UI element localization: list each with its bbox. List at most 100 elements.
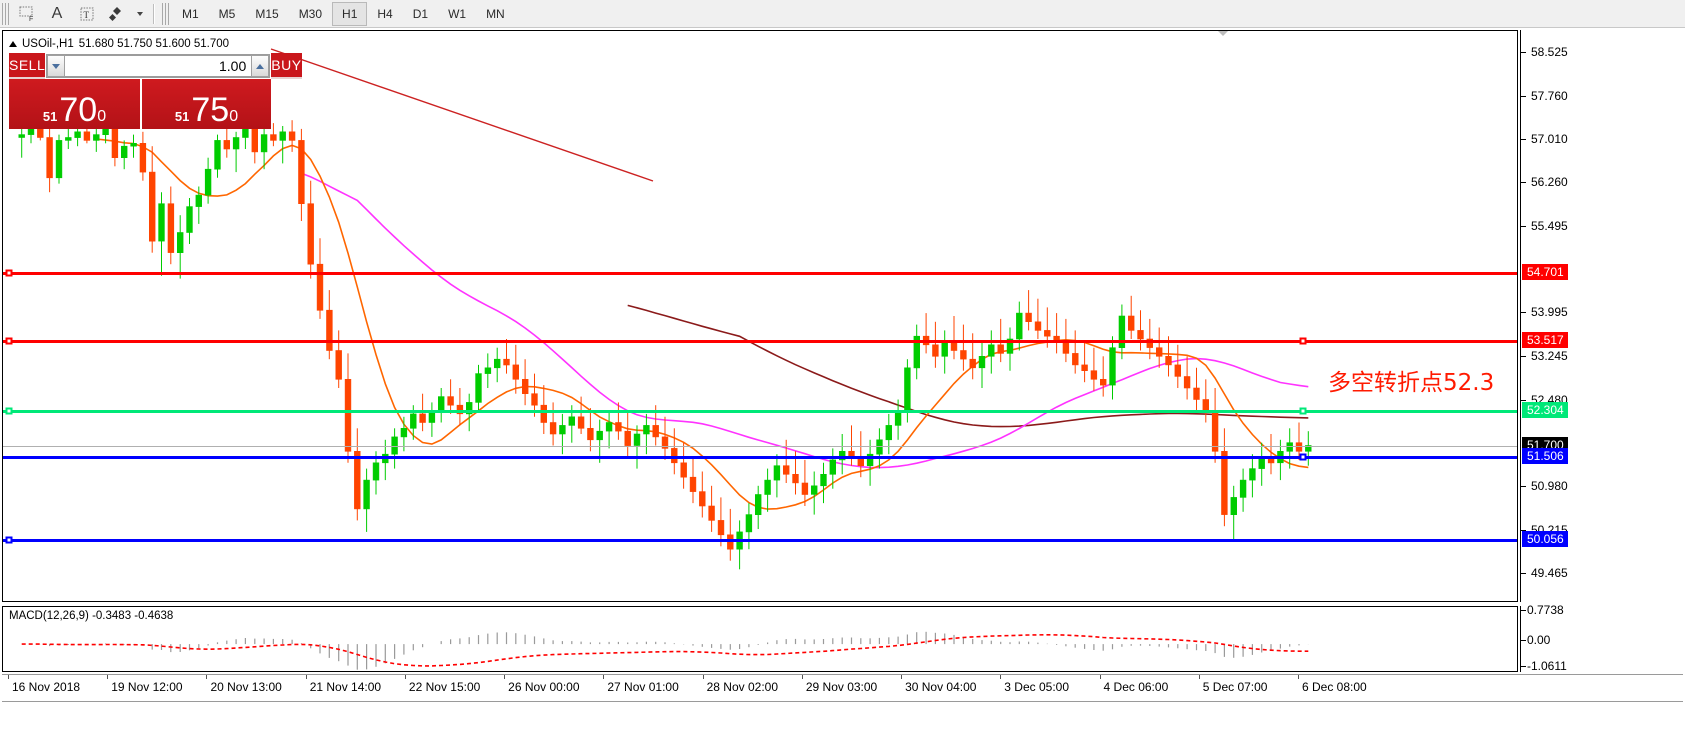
volume-increment-button[interactable] (251, 55, 270, 77)
candlestick-plot (18, 48, 1312, 570)
time-tick-label: 30 Nov 04:00 (905, 680, 977, 694)
macd-tick-label: 0.7738 (1527, 603, 1564, 617)
price-level-anchor[interactable] (5, 536, 13, 544)
price-tick-mark (1521, 51, 1526, 53)
timeframe-button-h4[interactable]: H4 (377, 6, 393, 21)
price-tick-mark (1521, 486, 1526, 487)
buy-button[interactable]: BUY (271, 53, 302, 79)
svg-text:F: F (29, 16, 33, 22)
timeframe-button-m15[interactable]: M15 (255, 6, 279, 21)
price-level-anchor[interactable] (5, 337, 13, 345)
sell-button[interactable]: SELL (9, 53, 46, 79)
price-level-line[interactable] (3, 539, 1517, 543)
chart-toolbar: F A T M1 M5 M15 M30 H1 H4 D1 W1 MN (0, 0, 1685, 28)
price-level-label: 53.517 (1522, 331, 1568, 348)
shapes-dropdown-icon[interactable] (132, 2, 148, 26)
timeframe-button-d1[interactable]: D1 (412, 6, 429, 21)
price-tick-mark (1521, 95, 1526, 97)
symbol-ohlc: 51.680 51.750 51.600 51.700 (78, 38, 230, 50)
time-tick-label: 28 Nov 02:00 (706, 680, 778, 694)
chart-area: USOil-,H1 51.680 51.750 51.600 51.700 多空… (0, 28, 1685, 750)
time-tick-mark (504, 675, 506, 679)
triangle-down-icon (52, 63, 61, 69)
price-level-line[interactable] (3, 445, 1517, 447)
time-tick-mark (8, 675, 9, 679)
price-level-line[interactable] (3, 271, 1517, 275)
price-level-anchor[interactable] (5, 407, 13, 415)
price-tick-label: 55.495 (1531, 219, 1568, 234)
volume-decrement-button[interactable] (47, 55, 66, 77)
one-click-trading-panel[interactable]: SELL BUY 51 70 0 51 (9, 53, 302, 129)
time-tick-mark (603, 675, 605, 679)
price-tick-label: 56.260 (1531, 175, 1568, 189)
volume-input[interactable] (65, 55, 252, 77)
text-label-icon[interactable]: A (51, 4, 63, 22)
timeframe-button-m1[interactable]: M1 (182, 6, 199, 21)
time-tick-mark (107, 675, 109, 679)
time-tick-label: 16 Nov 2018 (12, 680, 81, 694)
chart-annotation-text: 多空转折点52.3 (1328, 369, 1495, 396)
text-box-icon[interactable]: T (72, 2, 102, 26)
price-tick-label: 57.010 (1531, 131, 1568, 146)
price-tick-label: 50.980 (1531, 479, 1568, 493)
price-level-label: 54.701 (1522, 263, 1568, 280)
buy-price-big: 75 (191, 91, 230, 129)
time-tick-mark (206, 675, 208, 679)
sell-price-big: 70 (59, 91, 98, 129)
price-level-anchor[interactable] (1299, 407, 1307, 415)
symbol-name: USOil-,H1 (22, 38, 74, 50)
price-level-anchor[interactable] (1299, 337, 1307, 345)
timeframe-button-m30[interactable]: M30 (298, 6, 323, 21)
price-level-line[interactable] (3, 455, 1517, 459)
sell-price-button[interactable]: 51 70 0 (9, 79, 140, 129)
buy-price-prefix: 51 (174, 109, 190, 124)
toolbar-separator (153, 3, 155, 24)
trade-panel-header: SELL BUY (9, 53, 302, 79)
time-tick-mark (1298, 675, 1299, 679)
time-tick-label: 4 Dec 06:00 (1103, 680, 1169, 694)
price-level-line[interactable] (3, 409, 1517, 413)
price-tick-mark (1521, 312, 1526, 314)
time-axis[interactable]: 16 Nov 2018 19 Nov 12:00 20 Nov 13:00 21 No… (2, 674, 1683, 702)
time-tick-label: 29 Nov 03:00 (805, 680, 878, 694)
symbol-info-bar: USOil-,H1 51.680 51.750 51.600 51.700 (9, 37, 229, 51)
crosshair-f-icon[interactable]: F (12, 2, 42, 26)
time-tick-mark (801, 675, 803, 679)
timeframe-button-h1[interactable]: H1 (332, 1, 368, 26)
time-tick-mark (702, 675, 704, 679)
price-axis[interactable]: 58.525 57.760 57.010 56.260 55.495 53.995 53.2… (1520, 30, 1683, 602)
macd-plot (21, 631, 1309, 670)
price-level-anchor[interactable] (1299, 453, 1307, 461)
price-level-label: 50.056 (1522, 531, 1568, 548)
price-tick-label: 53.245 (1531, 348, 1568, 363)
time-tick-label: 21 Nov 14:00 (309, 680, 382, 694)
time-tick-mark (404, 675, 406, 679)
timeframe-group: M1 M5 M15 M30 H1 H4 D1 W1 MN (172, 1, 515, 26)
volume-stepper[interactable] (46, 54, 271, 78)
timeframe-button-m5[interactable]: M5 (218, 6, 236, 21)
toolbar-grip[interactable] (2, 2, 9, 25)
price-level-line[interactable] (3, 339, 1517, 343)
price-chart-pane[interactable]: USOil-,H1 51.680 51.750 51.600 51.700 多空… (2, 30, 1518, 602)
macd-indicator-pane[interactable]: MACD(12,26,9) -0.3483 -0.4638 (2, 606, 1518, 672)
time-tick-label: 6 Dec 08:00 (1302, 680, 1367, 694)
sell-price-prefix: 51 (42, 109, 58, 124)
timeframe-button-mn[interactable]: MN (486, 6, 505, 21)
timeframe-button-w1[interactable]: W1 (448, 6, 467, 21)
scroll-indicator (1218, 31, 1228, 36)
price-tick-label: 49.465 (1531, 566, 1568, 581)
time-tick-mark (1000, 675, 1002, 679)
price-tick-label: 57.760 (1531, 88, 1568, 103)
time-tick-label: 3 Dec 05:00 (1004, 680, 1070, 694)
price-level-anchor[interactable] (5, 269, 13, 277)
time-tick-label: 27 Nov 01:00 (607, 680, 679, 694)
collapse-triangle-icon[interactable] (9, 41, 17, 47)
time-tick-mark (1099, 675, 1101, 679)
timeframe-grip[interactable] (162, 2, 169, 25)
buy-price-button[interactable]: 51 75 0 (140, 79, 271, 129)
macd-tick-mark (1521, 610, 1526, 611)
time-tick-mark (901, 675, 903, 679)
time-tick-mark (1198, 675, 1200, 679)
time-tick-mark (305, 675, 307, 679)
shapes-icon[interactable] (102, 2, 132, 26)
